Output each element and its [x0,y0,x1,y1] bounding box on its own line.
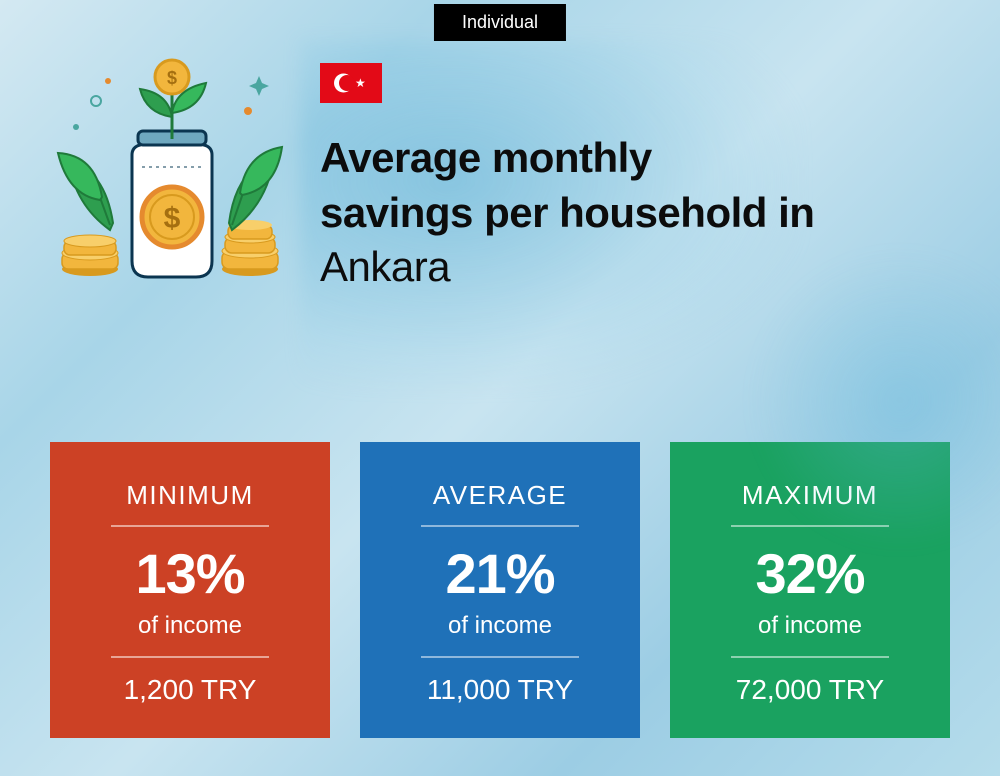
turkey-flag-icon: ★ [320,63,382,103]
stat-cards: MINIMUM 13% of income 1,200 TRY AVERAGE … [50,442,950,738]
leaf-icon [58,153,102,200]
card-percent: 21% [390,541,610,606]
svg-text:$: $ [164,202,181,235]
card-label: MINIMUM [80,480,300,511]
card-percent: 32% [700,541,920,606]
page-title: Average monthly savings per household in… [320,131,950,295]
divider [421,656,579,658]
category-badge: Individual [434,4,566,41]
title-line: savings per household in [320,189,814,236]
stat-card-minimum: MINIMUM 13% of income 1,200 TRY [50,442,330,738]
card-label: MAXIMUM [700,480,920,511]
card-sub: of income [80,612,300,640]
savings-jar-illustration: $ $ [50,55,290,295]
card-amount: 72,000 TRY [700,674,920,706]
card-sub: of income [700,612,920,640]
coin-stack-icon [62,235,118,276]
stat-card-average: AVERAGE 21% of income 11,000 TRY [360,442,640,738]
title-line: Average monthly [320,134,652,181]
card-label: AVERAGE [390,480,610,511]
divider [731,525,889,527]
card-percent: 13% [80,541,300,606]
stat-card-maximum: MAXIMUM 32% of income 72,000 TRY [670,442,950,738]
divider [111,656,269,658]
svg-text:$: $ [167,68,177,88]
divider [421,525,579,527]
card-sub: of income [390,612,610,640]
card-amount: 11,000 TRY [390,674,610,706]
hero-row: $ $ ★ Average monthly savings per househ… [50,55,950,295]
title-city: Ankara [320,243,450,290]
divider [731,656,889,658]
card-amount: 1,200 TRY [80,674,300,706]
leaf-icon [240,147,282,195]
divider [111,525,269,527]
hero-text: ★ Average monthly savings per household … [320,55,950,295]
